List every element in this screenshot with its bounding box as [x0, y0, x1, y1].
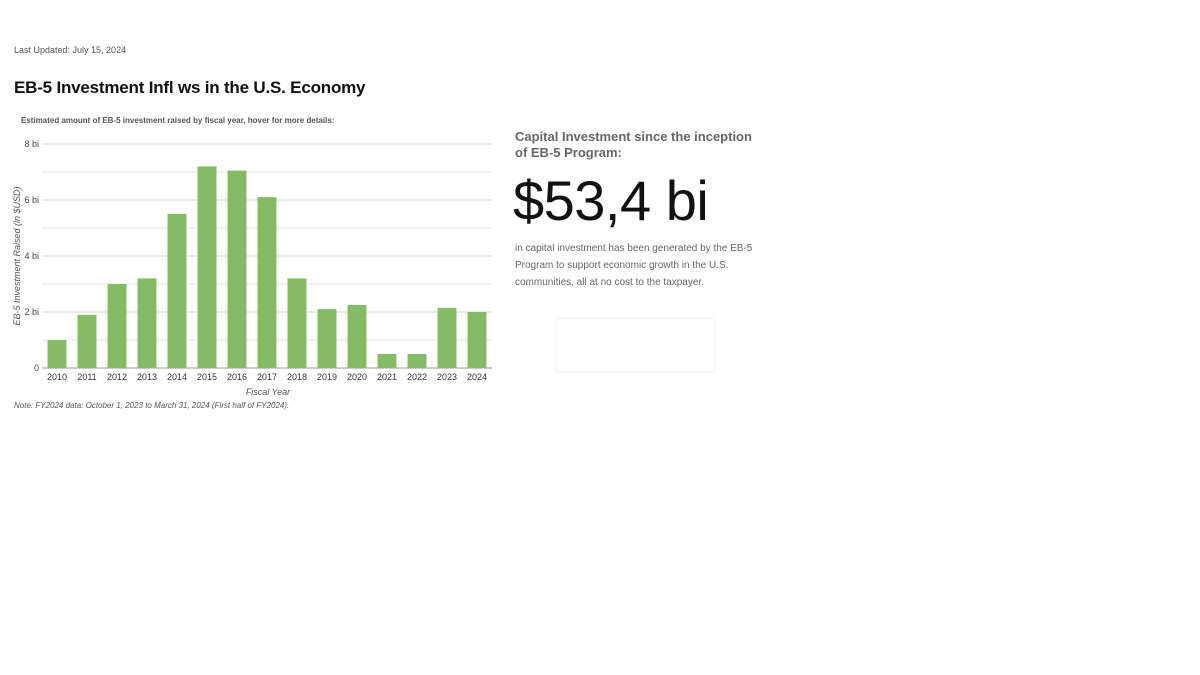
x-axis-title: Fiscal Year: [246, 387, 291, 397]
x-tick-label: 2021: [377, 372, 397, 382]
x-tick-label: 2020: [347, 372, 367, 382]
y-tick-label: 0: [34, 363, 39, 373]
y-tick-label: 4 bi: [24, 251, 39, 261]
chart-note: Note: FY2024 data: October 1, 2023 to Ma…: [14, 401, 290, 410]
x-tick-label: 2019: [317, 372, 337, 382]
bar-2023[interactable]: [437, 307, 457, 368]
x-tick-label: 2017: [257, 372, 277, 382]
x-tick-label: 2014: [167, 372, 187, 382]
bar-2024[interactable]: [467, 312, 487, 368]
bar-2014[interactable]: [167, 214, 187, 368]
bar-2012[interactable]: [107, 284, 127, 368]
bar-2019[interactable]: [317, 309, 337, 368]
x-tick-label: 2011: [77, 372, 96, 382]
bar-2022[interactable]: [407, 354, 427, 368]
stat-value: $53,4 bi: [513, 169, 709, 232]
y-tick-label: 8 bi: [24, 139, 39, 149]
bar-2020[interactable]: [347, 305, 367, 368]
x-tick-label: 2018: [287, 372, 307, 382]
bar-2011[interactable]: [77, 314, 97, 368]
bar-chart: 02 bi4 bi6 bi8 bi 2010 2011 2012 2013 2014 20…: [12, 139, 492, 397]
x-tick-label: 2022: [407, 372, 427, 382]
faint-placeholder-box: [556, 318, 715, 372]
stat-heading: Capital Investment since the inception o…: [515, 129, 752, 160]
x-tick-label: 2012: [107, 372, 127, 382]
bar-2015[interactable]: [197, 166, 217, 368]
page-title: EB-5 Investment Infl ws in the U.S. Econ…: [14, 78, 366, 97]
bar-layer: [47, 166, 487, 368]
x-tick-label: 2016: [227, 372, 247, 382]
x-tick-label: 2023: [437, 372, 457, 382]
x-tick-label: 2013: [137, 372, 157, 382]
y-tick-label: 2 bi: [24, 307, 39, 317]
bar-2016[interactable]: [227, 170, 247, 368]
bar-2021[interactable]: [377, 354, 397, 368]
bar-2013[interactable]: [137, 278, 157, 368]
bar-2010[interactable]: [47, 340, 67, 368]
x-tick-layer: 2010 2011 2012 2013 2014 2015 2016 2017 2018 2019…: [47, 372, 487, 382]
bar-2017[interactable]: [257, 197, 277, 368]
bar-2018[interactable]: [287, 278, 307, 368]
x-tick-label: 2015: [197, 372, 217, 382]
y-tick-layer: 0 2 bi 4 bi 6 bi 8 bi: [24, 139, 39, 373]
stat-description: in capital investment has been generated…: [515, 243, 753, 288]
last-updated-text: Last Updated: July 15, 2024: [14, 45, 127, 55]
y-axis-title: EB-5 Investment Raised (in $USD): [12, 186, 22, 325]
x-tick-label: 2024: [467, 372, 487, 382]
chart-subtitle: Estimated amount of EB-5 investment rais…: [21, 116, 335, 125]
y-tick-label: 6 bi: [24, 195, 39, 205]
x-tick-label: 2010: [47, 372, 67, 382]
